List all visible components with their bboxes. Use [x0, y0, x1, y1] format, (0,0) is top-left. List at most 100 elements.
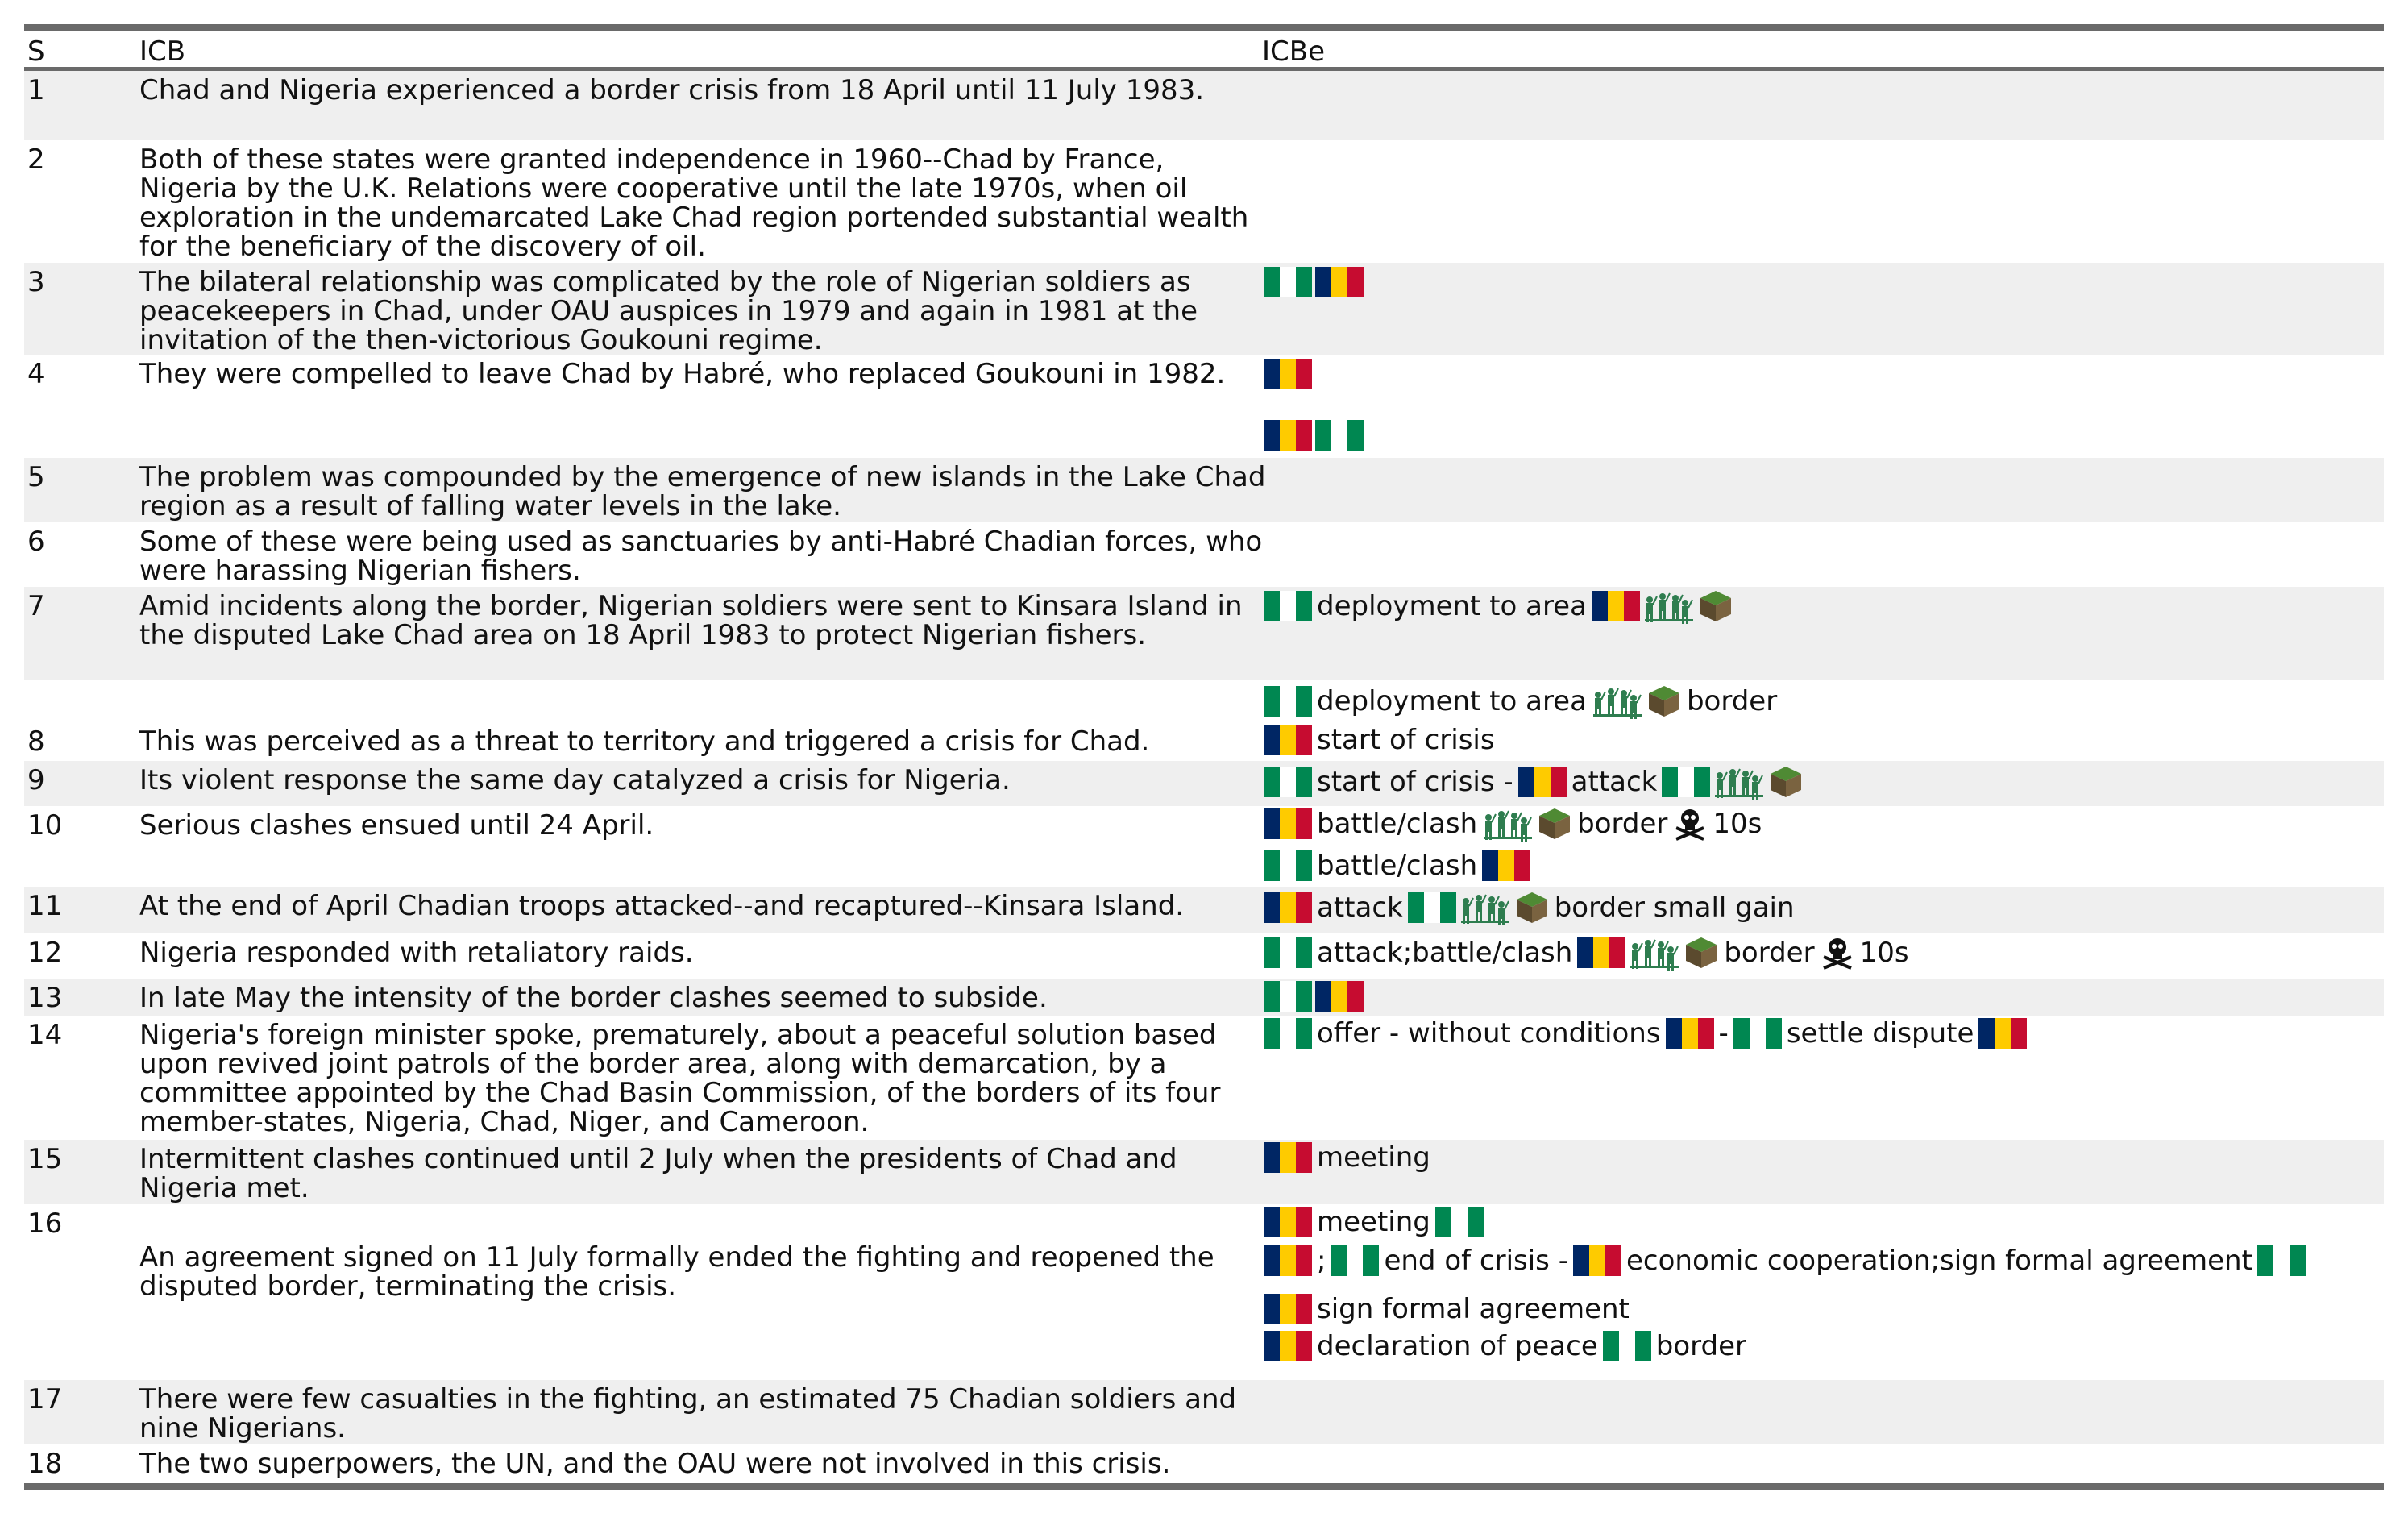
- nigeria-flag-icon: [1264, 267, 1312, 297]
- sentence-number: 9: [27, 764, 45, 796]
- header-icb: ICB: [139, 35, 186, 68]
- sentence-number: 4: [27, 358, 45, 390]
- chad-flag-icon: [1482, 850, 1531, 881]
- event-line: declaration of peace border: [1262, 1328, 1750, 1364]
- event-text: border small gain: [1554, 892, 1795, 924]
- soldiers-icon: [1713, 764, 1765, 801]
- nigeria-flag-icon: [1434, 1207, 1484, 1237]
- event-line: battle/clash border 10s: [1262, 806, 1765, 843]
- sentence-number: 18: [27, 1448, 63, 1480]
- nigeria-flag-icon: [1264, 937, 1312, 968]
- event-line: meeting: [1262, 1140, 1434, 1175]
- icb-sentence: Amid incidents along the border, Nigeria…: [139, 590, 1243, 651]
- table-row: 4 They were compelled to leave Chad by Ha…: [24, 355, 2384, 458]
- event-text: attack: [1571, 766, 1658, 798]
- event-line: start of crisis: [1262, 722, 1498, 758]
- soldiers-icon: [1629, 935, 1680, 972]
- nigeria-flag-icon: [1264, 591, 1312, 621]
- event-text: battle/clash: [1317, 850, 1478, 882]
- event-line: attack;battle/clash border 10s: [1262, 935, 1912, 972]
- icb-sentence: This was perceived as a threat to territ…: [139, 725, 1150, 758]
- event-line: meeting: [1262, 1204, 1485, 1240]
- event-line: [1262, 356, 1314, 392]
- sentence-number: 7: [27, 590, 45, 622]
- event-text: border: [1724, 937, 1815, 969]
- icb-sentence: Nigeria responded with retaliatory raids…: [139, 937, 694, 969]
- event-text: deployment to area: [1317, 685, 1587, 717]
- table-row: 14 Nigeria's foreign minister spoke, prem…: [24, 1016, 2384, 1140]
- table-row: deployment to area border: [24, 680, 2384, 722]
- event-line: [1262, 264, 1365, 300]
- chad-flag-icon: [1264, 808, 1312, 839]
- event-text: declaration of peace: [1317, 1330, 1598, 1362]
- event-text: -: [1718, 1017, 1729, 1050]
- event-text: offer - without conditions: [1317, 1017, 1661, 1050]
- territory-block-icon: [1684, 935, 1719, 971]
- soldiers-icon: [1482, 806, 1534, 843]
- event-text: border: [1655, 1330, 1746, 1362]
- icb-sentence: The bilateral relationship was complicat…: [139, 266, 1198, 356]
- nigeria-flag-icon: [1264, 1018, 1312, 1049]
- sentence-number: 13: [27, 982, 63, 1014]
- table-header: S ICB ICBe: [24, 31, 2384, 68]
- icb-sentence: An agreement signed on 11 July formally …: [139, 1241, 1214, 1303]
- icb-sentence: They were compelled to leave Chad by Hab…: [139, 358, 1226, 390]
- nigeria-flag-icon: [1315, 420, 1364, 451]
- skull-crossbones-icon: [1672, 806, 1708, 842]
- chad-flag-icon: [1264, 1207, 1312, 1237]
- table-row: 5 The problem was compounded by the emerg…: [24, 458, 2384, 522]
- nigeria-flag-icon: [1264, 686, 1312, 717]
- header-s: S: [27, 35, 45, 68]
- icb-sentence: At the end of April Chadian troops attac…: [139, 890, 1185, 922]
- table-row: 8 This was perceived as a threat to terri…: [24, 722, 2384, 761]
- nigeria-flag-icon: [1602, 1331, 1651, 1361]
- event-text: end of crisis -: [1384, 1245, 1568, 1277]
- icb-sentence: Some of these were being used as sanctua…: [139, 526, 1263, 587]
- nigeria-flag-icon: [1733, 1018, 1782, 1049]
- table-row: 13 In late May the intensity of the borde…: [24, 979, 2384, 1016]
- sentence-number: 16: [27, 1207, 63, 1240]
- territory-block-icon: [1514, 890, 1550, 925]
- event-line: [1262, 979, 1365, 1014]
- chad-flag-icon: [1315, 981, 1364, 1012]
- event-text: border: [1686, 685, 1778, 717]
- icb-sentence: Nigeria's foreign minister spoke, premat…: [139, 1019, 1221, 1138]
- bottom-rule: [24, 1483, 2384, 1490]
- chad-flag-icon: [1591, 591, 1640, 621]
- table-row: 2 Both of these states were granted indep…: [24, 140, 2384, 263]
- nigeria-flag-icon: [1264, 767, 1312, 797]
- soldiers-icon: [1459, 890, 1511, 927]
- icb-sentence: Both of these states were granted indepe…: [139, 143, 1249, 263]
- event-text: attack;battle/clash: [1317, 937, 1573, 969]
- territory-block-icon: [1537, 806, 1572, 842]
- event-text: deployment to area: [1317, 590, 1587, 622]
- icb-sentence: Intermittent clashes continued until 2 J…: [139, 1143, 1177, 1204]
- territory-block-icon: [1698, 588, 1733, 624]
- event-text: start of crisis: [1317, 724, 1495, 756]
- event-text: economic cooperation;sign formal agreeme…: [1625, 1245, 2252, 1277]
- nigeria-flag-icon: [1331, 1245, 1380, 1276]
- table-row: 16 An agreement signed on 11 July formall…: [24, 1204, 2384, 1380]
- sentence-number: 8: [27, 725, 45, 758]
- chad-flag-icon: [1517, 767, 1567, 797]
- top-rule: [24, 24, 2384, 31]
- event-text: meeting: [1317, 1206, 1430, 1238]
- sentence-number: 12: [27, 937, 63, 969]
- chad-flag-icon: [1264, 1294, 1312, 1324]
- table-row: 9 Its violent response the same day catal…: [24, 761, 2384, 806]
- skull-crossbones-icon: [1820, 935, 1855, 971]
- nigeria-flag-icon: [1662, 767, 1711, 797]
- territory-block-icon: [1768, 764, 1804, 800]
- table-row: 7 Amid incidents along the border, Nigeri…: [24, 587, 2384, 680]
- icb-sentence: In late May the intensity of the border …: [139, 982, 1048, 1014]
- sentence-number: 15: [27, 1143, 63, 1175]
- event-text: border: [1577, 808, 1668, 840]
- chad-flag-icon: [1665, 1018, 1714, 1049]
- soldiers-icon: [1643, 588, 1695, 626]
- table-row: 15 Intermittent clashes continued until 2…: [24, 1140, 2384, 1204]
- header-icbe: ICBe: [1262, 35, 1326, 68]
- table-row: 11 At the end of April Chadian troops att…: [24, 887, 2384, 933]
- chad-flag-icon: [1264, 1245, 1312, 1276]
- chad-flag-icon: [1264, 359, 1312, 389]
- soldiers-icon: [1592, 684, 1643, 721]
